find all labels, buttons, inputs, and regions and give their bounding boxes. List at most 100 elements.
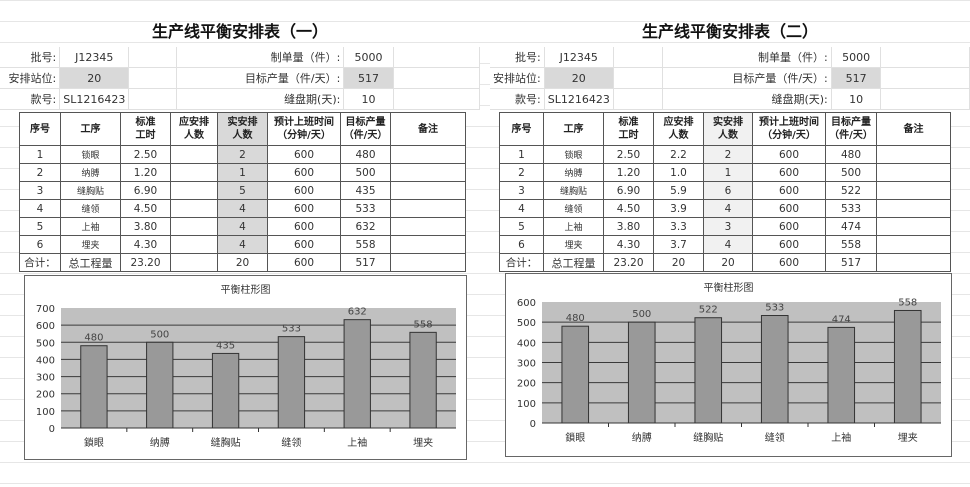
table-cell[interactable]: 4 [499, 199, 544, 218]
table-cell[interactable]: 埋夹 [543, 235, 604, 254]
empty-cell[interactable] [393, 88, 481, 110]
empty-cell[interactable] [880, 47, 970, 68]
table-cell[interactable] [170, 235, 218, 254]
total-cell[interactable]: 20 [217, 253, 268, 272]
table-cell[interactable] [170, 163, 218, 182]
table-cell[interactable]: 上袖 [60, 217, 121, 236]
total-cell[interactable]: 20 [653, 253, 704, 272]
table-cell[interactable]: 4 [703, 199, 753, 218]
table-cell[interactable]: 上袖 [543, 217, 604, 236]
table-cell[interactable]: 3.9 [653, 199, 704, 218]
total-cell[interactable] [170, 253, 218, 272]
info-value-style[interactable]: SL1216423 [59, 88, 130, 110]
table-cell[interactable] [170, 145, 218, 164]
table-cell[interactable]: 4.30 [603, 235, 654, 254]
table-cell[interactable] [170, 181, 218, 200]
info-value-target[interactable]: 517 [831, 67, 882, 89]
table-cell[interactable] [390, 199, 466, 218]
table-cell[interactable]: 632 [340, 217, 391, 236]
table-cell[interactable]: 533 [825, 199, 877, 218]
info-value-stations[interactable]: 20 [59, 67, 130, 89]
table-cell[interactable]: 6 [19, 235, 61, 254]
table-cell[interactable]: 600 [267, 163, 341, 182]
table-cell[interactable] [390, 163, 466, 182]
table-cell[interactable]: 6.90 [120, 181, 171, 200]
table-cell[interactable]: 3.80 [603, 217, 654, 236]
table-cell[interactable]: 3 [19, 181, 61, 200]
table-cell[interactable]: 缝领 [543, 199, 604, 218]
empty-cell[interactable] [613, 47, 664, 68]
info-value-batch[interactable]: J12345 [544, 47, 614, 68]
table-cell[interactable] [876, 199, 951, 218]
table-cell[interactable]: 缝胸贴 [543, 181, 604, 200]
table-cell[interactable]: 3 [703, 217, 753, 236]
table-cell[interactable]: 6.90 [603, 181, 654, 200]
empty-cell[interactable] [128, 88, 178, 110]
table-cell[interactable] [390, 235, 466, 254]
table-cell[interactable]: 600 [267, 199, 341, 218]
table-cell[interactable]: 600 [752, 163, 826, 182]
table-cell[interactable]: 2 [499, 163, 544, 182]
table-cell[interactable]: 1 [19, 145, 61, 164]
table-cell[interactable]: 6 [499, 235, 544, 254]
info-value-order[interactable]: 5000 [831, 47, 882, 68]
table-cell[interactable]: 558 [825, 235, 877, 254]
total-cell[interactable] [876, 253, 951, 272]
table-cell[interactable]: 4 [217, 199, 268, 218]
empty-cell[interactable] [613, 67, 664, 89]
total-cell[interactable] [390, 253, 466, 272]
table-cell[interactable]: 2.50 [120, 145, 171, 164]
table-cell[interactable]: 4 [703, 235, 753, 254]
table-cell[interactable] [170, 199, 218, 218]
table-cell[interactable]: 2 [703, 145, 753, 164]
table-cell[interactable]: 3 [499, 181, 544, 200]
table-cell[interactable]: 3.80 [120, 217, 171, 236]
table-cell[interactable]: 558 [340, 235, 391, 254]
table-cell[interactable]: 4.50 [120, 199, 171, 218]
table-cell[interactable]: 600 [752, 235, 826, 254]
table-cell[interactable]: 600 [267, 235, 341, 254]
table-cell[interactable]: 1.20 [120, 163, 171, 182]
table-cell[interactable]: 缝领 [60, 199, 121, 218]
info-value-stations[interactable]: 20 [544, 67, 614, 89]
table-cell[interactable]: 600 [752, 181, 826, 200]
empty-cell[interactable] [880, 67, 970, 89]
table-cell[interactable]: 1 [499, 145, 544, 164]
table-cell[interactable]: 600 [267, 145, 341, 164]
table-cell[interactable]: 1 [703, 163, 753, 182]
table-cell[interactable]: 1 [217, 163, 268, 182]
info-value-period[interactable]: 10 [831, 88, 882, 110]
table-cell[interactable]: 474 [825, 217, 877, 236]
total-cell[interactable]: 总工程量 [543, 253, 604, 272]
table-cell[interactable]: 缝胸贴 [60, 181, 121, 200]
info-value-period[interactable]: 10 [343, 88, 394, 110]
table-cell[interactable]: 纳膊 [543, 163, 604, 182]
table-cell[interactable]: 4 [19, 199, 61, 218]
total-cell[interactable]: 600 [267, 253, 341, 272]
total-cell[interactable]: 600 [752, 253, 826, 272]
table-cell[interactable] [876, 235, 951, 254]
info-value-batch[interactable]: J12345 [59, 47, 130, 68]
total-cell[interactable]: 23.20 [120, 253, 171, 272]
info-value-style[interactable]: SL1216423 [544, 88, 614, 110]
table-cell[interactable]: 5.9 [653, 181, 704, 200]
table-cell[interactable]: 5 [19, 217, 61, 236]
table-cell[interactable] [876, 217, 951, 236]
table-cell[interactable] [876, 181, 951, 200]
table-cell[interactable]: 533 [340, 199, 391, 218]
table-cell[interactable]: 1.20 [603, 163, 654, 182]
table-cell[interactable]: 3.3 [653, 217, 704, 236]
table-cell[interactable] [170, 217, 218, 236]
total-cell[interactable]: 20 [703, 253, 753, 272]
empty-cell[interactable] [880, 88, 970, 110]
total-cell[interactable]: 23.20 [603, 253, 654, 272]
table-cell[interactable] [390, 217, 466, 236]
total-cell[interactable]: 517 [825, 253, 877, 272]
table-cell[interactable]: 2 [19, 163, 61, 182]
table-cell[interactable]: 5 [217, 181, 268, 200]
table-cell[interactable]: 600 [752, 199, 826, 218]
table-cell[interactable] [390, 181, 466, 200]
empty-cell[interactable] [613, 88, 664, 110]
empty-cell[interactable] [393, 47, 481, 68]
info-value-target[interactable]: 517 [343, 67, 394, 89]
